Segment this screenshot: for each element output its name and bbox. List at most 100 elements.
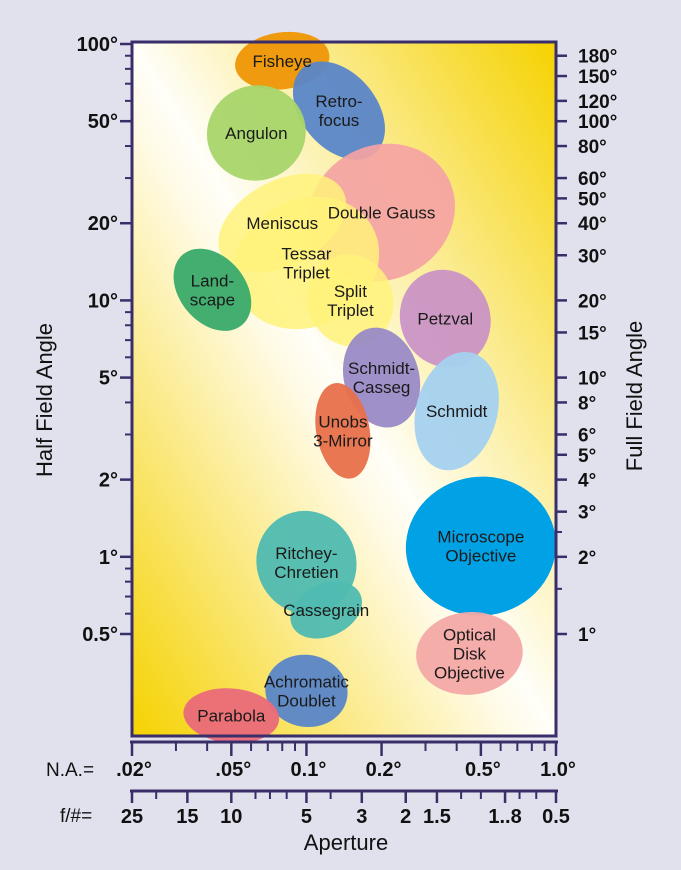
region-label: Double Gauss	[328, 204, 436, 223]
region	[183, 688, 280, 744]
tick-label: 25	[121, 806, 143, 828]
tick-label: 0.2°	[366, 759, 402, 781]
region-ellipse	[315, 383, 371, 479]
region-label: Fisheye	[252, 52, 312, 71]
tick-label: 50°	[88, 111, 118, 133]
region-ellipse	[292, 61, 385, 160]
region	[290, 581, 362, 639]
x-axis-title: Aperture	[304, 830, 388, 855]
region	[416, 612, 523, 695]
y-axis-title: Half Field Angle	[32, 323, 57, 477]
region-label: Achromatic	[264, 672, 350, 691]
region-label: Triplet	[327, 301, 374, 320]
region	[265, 654, 348, 728]
region-label: focus	[319, 111, 360, 130]
tick-label: 3°	[578, 503, 596, 524]
region-label: 3-Mirror	[313, 431, 373, 450]
tick-label: 150°	[578, 67, 617, 88]
region	[315, 383, 371, 479]
region-ellipse	[414, 351, 499, 471]
tick-label: 5	[301, 806, 312, 828]
tick-label: 180°	[578, 47, 617, 68]
region-label: Parabola	[197, 707, 266, 726]
region-label: Triplet	[283, 263, 330, 282]
tick-label: 10°	[88, 290, 118, 312]
region-label: Disk	[453, 644, 487, 663]
tick-label: .02°	[116, 759, 152, 781]
tick-label: 40°	[578, 214, 607, 235]
region-ellipse	[183, 688, 280, 744]
region-label: Tessar	[281, 244, 331, 263]
tick-label: 30°	[578, 246, 607, 267]
tick-label: 4°	[578, 471, 596, 492]
tick-label: 1°	[99, 547, 118, 569]
tick-label: 120°	[578, 92, 617, 113]
region-label: Objective	[434, 663, 505, 682]
tick-label: 1.5	[423, 806, 451, 828]
y2-axis-title: Full Field Angle	[622, 321, 647, 471]
tick-label: 60°	[578, 169, 607, 190]
region-ellipse	[399, 269, 491, 368]
fnum-axis: 25 15 10 5 3 2 1.5 1..8 0.5	[121, 789, 570, 828]
tick-label: 0.5°	[465, 759, 501, 781]
region	[399, 269, 491, 368]
tick-label: 1.0°	[540, 759, 576, 781]
region-ellipse	[206, 85, 306, 181]
region-label: Chretien	[274, 563, 338, 582]
region-label: Land-	[191, 271, 234, 290]
tick-label: 5°	[99, 368, 118, 390]
plot-frame	[130, 40, 558, 738]
tick-label: .05°	[215, 759, 251, 781]
region-ellipse	[265, 654, 348, 728]
region	[342, 327, 421, 428]
region	[307, 254, 394, 347]
region-label: Casseg	[353, 378, 411, 397]
tick-label: 20°	[578, 291, 607, 312]
region-label: scape	[190, 290, 235, 309]
regions-layer: Fisheye Retro-focus Angulon Double Gauss Men…	[173, 31, 556, 744]
region-ellipse	[307, 254, 394, 347]
tick-label: 15°	[578, 323, 607, 344]
tick-label: 0.5	[542, 806, 570, 828]
region-label: Retro-	[315, 92, 362, 111]
region-label: Petzval	[417, 310, 473, 329]
region-ellipse	[342, 327, 421, 428]
tick-label: 80°	[578, 137, 607, 158]
region-label: Doublet	[277, 691, 336, 710]
half-field-axis: 100° 50° 20° 10° 5° 2° 1° 0.5°	[77, 34, 132, 646]
tick-label: 10°	[578, 369, 607, 390]
region-ellipse	[290, 581, 362, 639]
region-label: Split	[334, 282, 367, 301]
tick-label: 2°	[99, 470, 118, 492]
full-field-axis: 180°150° 120°100° 80° 60°50° 40° 30° 20° 15° 10°…	[556, 47, 617, 646]
region	[292, 61, 385, 160]
tick-label: 2	[400, 806, 411, 828]
region-label: Objective	[445, 547, 516, 566]
tick-label: 0.1°	[291, 759, 327, 781]
region-label: Cassegrain	[283, 601, 369, 620]
tick-label: 6°	[578, 425, 596, 446]
region-label: Ritchey-	[275, 544, 337, 563]
region-ellipse	[416, 612, 523, 695]
tick-label: 15	[176, 806, 198, 828]
region-label: Unobs	[318, 412, 367, 431]
tick-label: 2°	[578, 548, 596, 569]
tick-label: 20°	[88, 213, 118, 235]
region-label: Microscope	[437, 528, 524, 547]
na-axis-prefix: N.A.=	[46, 760, 94, 781]
region	[405, 476, 556, 616]
region	[173, 248, 252, 331]
tick-label: 1°	[578, 625, 596, 646]
region-label: Optical	[443, 625, 496, 644]
tick-label: 100°	[578, 112, 617, 133]
tick-label: 5°	[578, 446, 596, 467]
region-label: Meniscus	[246, 214, 318, 233]
tick-label: 100°	[77, 34, 118, 56]
region-label: Schmidt	[426, 402, 488, 421]
na-axis: .02° .05° 0.1° 0.2° 0.5° 1.0°	[116, 740, 576, 781]
tick-label: 50°	[578, 189, 607, 210]
region-ellipse	[173, 248, 252, 331]
tick-label: 1..8	[488, 806, 521, 828]
tick-label: 8°	[578, 393, 596, 414]
